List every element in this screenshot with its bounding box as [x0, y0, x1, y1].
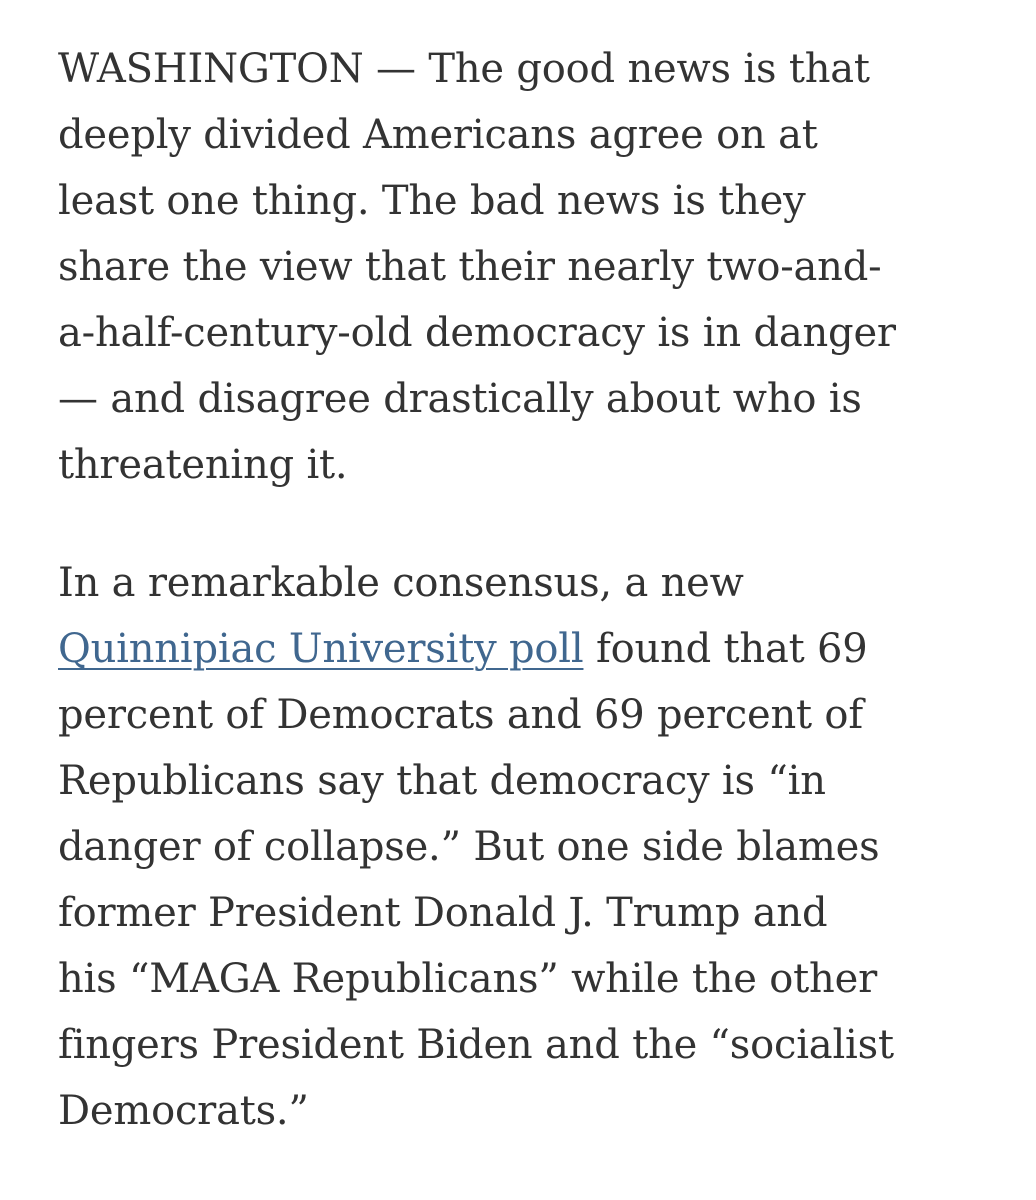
text-segment: a-half-century-old democracy is in dange… [58, 310, 896, 356]
text-line: — and disagree drastically about who is [58, 366, 996, 432]
article-body: WASHINGTON — The good news is that deeply… [58, 36, 996, 1144]
text-line: Republicans say that democracy is “in [58, 748, 996, 814]
text-segment: found that 69 [583, 626, 868, 672]
text-line: danger of collapse.” But one side blames [58, 814, 996, 880]
text-line: In a remarkable consensus, a new [58, 550, 996, 616]
paragraph: WASHINGTON — The good news is that deeply… [58, 36, 996, 498]
text-line: former President Donald J. Trump and [58, 880, 996, 946]
text-segment: least one thing. The bad news is they [58, 178, 806, 224]
text-segment: Republicans say that democracy is “in [58, 758, 826, 804]
text-line: fingers President Biden and the “sociali… [58, 1012, 996, 1078]
text-segment: In a remarkable consensus, a new [58, 560, 744, 606]
text-segment: fingers President Biden and the “sociali… [58, 1022, 894, 1068]
text-line: threatening it. [58, 432, 996, 498]
text-segment: his “MAGA Republicans” while the other [58, 956, 878, 1002]
text-line: share the view that their nearly two-and… [58, 234, 996, 300]
text-line: percent of Democrats and 69 percent of [58, 682, 996, 748]
text-segment: Democrats.” [58, 1088, 309, 1134]
text-segment: former President Donald J. Trump and [58, 890, 828, 936]
text-line: his “MAGA Republicans” while the other [58, 946, 996, 1012]
text-segment: WASHINGTON — The good news is that [58, 46, 870, 92]
text-segment: percent of Democrats and 69 percent of [58, 692, 863, 738]
paragraph: In a remarkable consensus, a new Quinnipi… [58, 550, 996, 1144]
text-segment: — and disagree drastically about who is [58, 376, 862, 422]
text-segment: deeply divided Americans agree on at [58, 112, 818, 158]
text-line: least one thing. The bad news is they [58, 168, 996, 234]
text-line: deeply divided Americans agree on at [58, 102, 996, 168]
text-segment: threatening it. [58, 442, 348, 488]
quinnipiac-poll-link[interactable]: Quinnipiac University poll [58, 626, 584, 672]
text-line: WASHINGTON — The good news is that [58, 36, 996, 102]
text-segment: share the view that their nearly two-and… [58, 244, 882, 290]
text-line: a-half-century-old democracy is in dange… [58, 300, 996, 366]
text-line: Quinnipiac University poll found that 69 [58, 616, 996, 682]
text-segment: danger of collapse.” But one side blames [58, 824, 880, 870]
text-line: Democrats.” [58, 1078, 996, 1144]
